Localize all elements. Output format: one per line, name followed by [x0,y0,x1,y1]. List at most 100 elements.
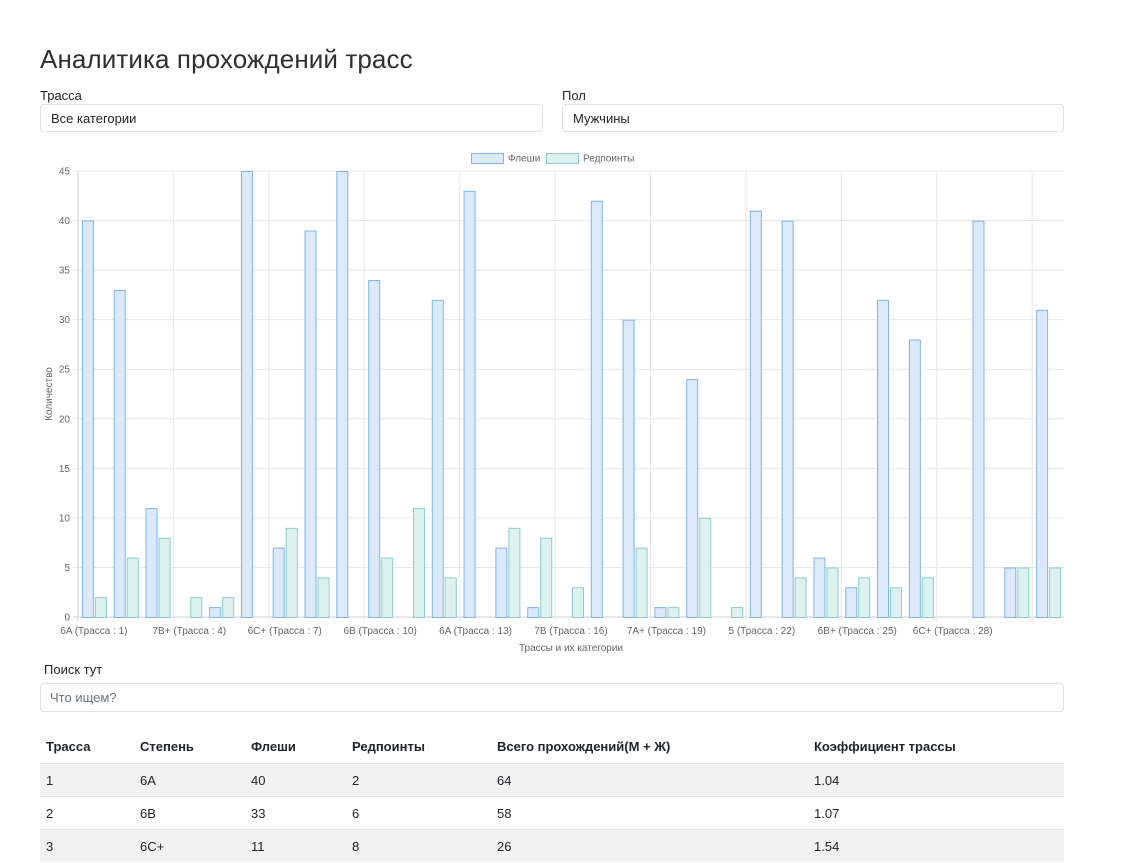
bar-redpoint [190,597,203,618]
bar-flash [908,339,921,618]
bar-redpoint [222,597,235,618]
bar-redpoint [1017,567,1030,619]
bar-redpoint [731,607,744,619]
bar-flash [209,607,222,619]
col-header-coefficient[interactable]: Коэффициент трассы [814,739,956,754]
search-input[interactable] [40,683,1064,712]
bar-flash [81,220,94,619]
gender-filter-select[interactable]: Мужчины [562,104,1064,132]
bar-flash [590,200,603,618]
bar-flash [813,557,826,618]
y-axis-title: Количество [44,367,55,421]
bar-flash [1004,567,1017,619]
y-tick-label: 45 [59,167,71,178]
cell-route: 2 [46,805,54,821]
y-tick-label: 35 [59,266,71,277]
cell-coefficient: 1.54 [814,838,840,854]
y-tick-label: 10 [59,513,71,524]
cell-total: 26 [497,838,512,854]
y-tick-label: 20 [59,414,71,425]
x-axis-title: Трассы и их категории [519,643,623,654]
bar-redpoint [317,577,330,619]
bar-redpoint [158,537,171,619]
bar-flash [686,379,699,618]
bar-flash [272,547,285,618]
bar-flash [495,547,508,618]
y-tick-label: 30 [59,315,71,326]
bar-redpoint [826,567,839,619]
bar-redpoint [794,577,807,619]
bar-redpoint [508,527,521,618]
bar-redpoint [126,557,139,618]
bar-flash [1036,309,1049,618]
bar-flash [145,507,158,619]
bar-flash [527,607,540,619]
col-header-flashes[interactable]: Флеши [251,739,296,754]
cell-redpoints: 8 [352,838,360,854]
bar-redpoint [412,507,425,619]
bar-flash [845,587,858,618]
routes-table: Трасса Степень Флеши Редпоинты Всего про… [40,730,1064,862]
cell-total: 58 [497,805,512,821]
table-row: 3 6C+ 11 8 26 1.54 [40,829,1064,862]
x-tick-label: 6A (Трасса : 1) [60,626,127,637]
legend-label: Редпоинты [583,154,634,165]
x-tick-label: 6C+ (Трасса : 28) [913,626,993,637]
x-tick-label: 6B+ (Трасса : 25) [818,626,897,637]
legend-label: Флеши [508,154,540,165]
bar-flash [972,220,985,619]
bar-redpoint [921,577,934,619]
table-header-row: Трасса Степень Флеши Редпоинты Всего про… [40,730,1064,764]
bar-redpoint [890,587,903,618]
y-tick-label: 5 [64,563,70,574]
y-tick-label: 15 [59,464,71,475]
bar-redpoint [381,557,394,618]
bar-redpoint [444,577,457,619]
x-tick-label: 6A (Трасса : 13) [439,626,512,637]
cell-total: 64 [497,772,512,788]
route-filter-select[interactable]: Все категории [40,104,543,132]
cell-flashes: 33 [251,805,266,821]
x-tick-label: 6B (Трасса : 10) [343,626,416,637]
cell-redpoints: 6 [352,805,360,821]
col-header-total[interactable]: Всего прохождений(М + Ж) [497,739,671,754]
table-row: 1 6A 40 2 64 1.04 [40,763,1064,797]
search-label: Поиск тут [44,662,103,677]
bar-redpoint [699,517,712,618]
bar-redpoint [285,527,298,618]
cell-grade: 6B [140,805,156,821]
bar-flash [622,319,635,619]
x-tick-label: 5 (Трасса : 22) [728,626,795,637]
cell-coefficient: 1.04 [814,772,840,788]
bar-flash [336,171,349,618]
y-tick-label: 0 [64,613,70,624]
col-header-grade[interactable]: Степень [140,739,194,754]
col-header-redpoints[interactable]: Редпоинты [352,739,425,754]
bar-flash [240,171,253,618]
bar-redpoint [1049,567,1062,619]
x-tick-label: 7A+ (Трасса : 19) [627,626,706,637]
y-tick-label: 40 [59,216,71,227]
bar-flash [431,299,444,618]
cell-flashes: 40 [251,772,266,788]
cell-route: 3 [46,838,54,854]
cell-grade: 6C+ [140,838,165,854]
bar-flash [781,220,794,619]
col-header-route[interactable]: Трасса [46,739,91,754]
x-tick-label: 6C+ (Трасса : 7) [248,626,322,637]
page-title: Аналитика прохождений трасс [40,44,413,74]
table-row: 2 6B 33 6 58 1.07 [40,796,1064,830]
bar-flash [113,289,126,619]
cell-route: 1 [46,772,54,788]
cell-coefficient: 1.07 [814,805,840,821]
route-filter-label: Трасса [40,88,82,103]
legend-swatch [546,153,579,164]
bar-flash [654,607,667,619]
x-tick-label: 7B (Трасса : 16) [534,626,607,637]
bar-redpoint [635,547,648,618]
bar-redpoint [858,577,871,619]
cell-redpoints: 2 [352,772,360,788]
bar-redpoint [572,587,584,618]
bar-flash [877,299,890,618]
bar-redpoint [94,597,107,618]
